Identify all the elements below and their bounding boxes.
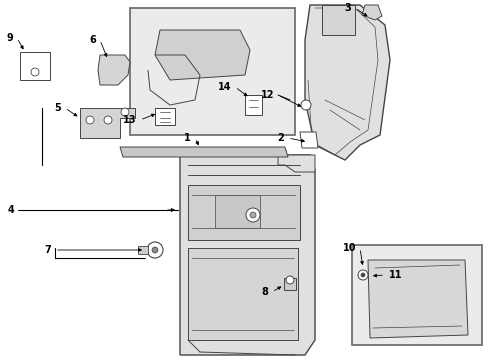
Circle shape (104, 116, 112, 124)
Polygon shape (138, 246, 148, 254)
Text: 9: 9 (6, 33, 13, 43)
Polygon shape (188, 185, 300, 240)
Circle shape (361, 273, 365, 277)
Polygon shape (245, 95, 262, 115)
Text: 1: 1 (184, 133, 191, 143)
Polygon shape (278, 155, 315, 172)
Text: 2: 2 (277, 133, 284, 143)
Circle shape (286, 276, 294, 284)
Polygon shape (300, 132, 318, 148)
Bar (130, 8, 295, 135)
Text: 10: 10 (343, 243, 356, 253)
Polygon shape (155, 30, 250, 80)
Polygon shape (20, 52, 50, 80)
Circle shape (31, 68, 39, 76)
Polygon shape (188, 248, 298, 340)
Bar (352, 245, 482, 345)
Circle shape (246, 208, 260, 222)
Circle shape (250, 212, 256, 218)
Text: 4: 4 (7, 205, 14, 215)
Circle shape (301, 100, 311, 110)
Polygon shape (322, 5, 355, 35)
Text: 7: 7 (44, 245, 51, 255)
Polygon shape (98, 55, 130, 85)
Polygon shape (215, 195, 260, 228)
Text: 8: 8 (261, 287, 268, 297)
Text: 5: 5 (54, 103, 61, 113)
Polygon shape (284, 278, 296, 290)
Circle shape (121, 108, 129, 116)
Circle shape (86, 116, 94, 124)
Polygon shape (180, 155, 315, 355)
Polygon shape (80, 108, 135, 138)
Text: 13: 13 (122, 115, 136, 125)
Circle shape (152, 247, 158, 253)
Circle shape (147, 242, 163, 258)
Polygon shape (368, 260, 468, 338)
Polygon shape (305, 5, 390, 160)
Text: 6: 6 (89, 35, 96, 45)
Polygon shape (362, 5, 382, 20)
Circle shape (358, 270, 368, 280)
Text: 14: 14 (218, 82, 231, 92)
Text: 11: 11 (389, 270, 402, 280)
Text: 3: 3 (344, 3, 351, 13)
Text: 12: 12 (261, 90, 274, 100)
Polygon shape (120, 147, 288, 157)
Polygon shape (155, 108, 175, 125)
